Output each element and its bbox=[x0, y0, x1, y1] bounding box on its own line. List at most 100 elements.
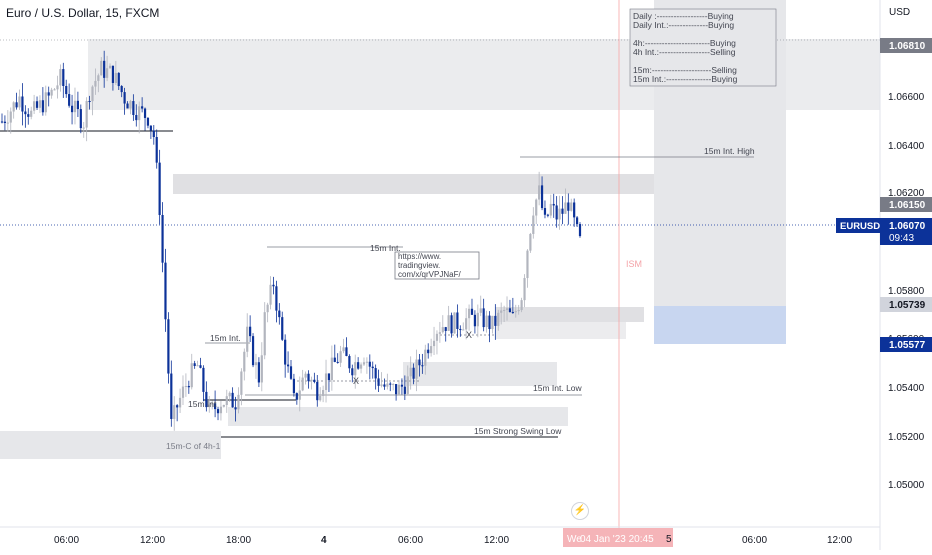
annotation-int-bottom: 15m Int bbox=[188, 399, 217, 409]
candle-body bbox=[351, 368, 354, 376]
candle-body bbox=[555, 205, 558, 220]
candle-body bbox=[575, 217, 579, 225]
candle-body bbox=[394, 384, 398, 395]
price-label-05800: 1.05800 bbox=[888, 286, 925, 297]
price-label-05400: 1.05400 bbox=[888, 383, 925, 394]
bias-line: 4h:-----------------------Buying bbox=[633, 38, 736, 48]
candle-body bbox=[269, 284, 272, 305]
candle-body bbox=[202, 367, 205, 392]
candle-body bbox=[412, 367, 415, 379]
candle-body bbox=[65, 85, 68, 95]
candle-body bbox=[21, 96, 24, 112]
candle-body bbox=[100, 60, 103, 76]
candle-body bbox=[76, 100, 79, 110]
candle-body bbox=[70, 105, 74, 113]
candle-body bbox=[225, 396, 228, 406]
candle-body bbox=[529, 233, 532, 251]
candle-body bbox=[196, 365, 199, 367]
price-tag-lowbox-bg bbox=[880, 297, 932, 312]
candle-body bbox=[304, 373, 307, 378]
zone-low-b bbox=[495, 322, 626, 339]
candle-body bbox=[467, 308, 471, 319]
candle-body bbox=[313, 379, 316, 382]
candle-body bbox=[482, 308, 485, 328]
candle-body bbox=[450, 315, 453, 334]
candle-body bbox=[205, 391, 208, 408]
price-label-06600: 1.06600 bbox=[888, 92, 925, 103]
candle-body bbox=[476, 312, 479, 327]
candle-body bbox=[6, 122, 9, 124]
bias-line: 4h Int.:------------------Selling bbox=[633, 47, 736, 57]
candle-body bbox=[444, 327, 447, 331]
candle-body bbox=[514, 311, 517, 313]
candle-body bbox=[552, 203, 555, 206]
candle-body bbox=[278, 310, 281, 318]
candle-body bbox=[114, 72, 117, 83]
candle-body bbox=[263, 312, 266, 356]
zone-mid bbox=[173, 174, 721, 194]
price-tag-blue: 1.05577 bbox=[889, 340, 926, 351]
candle-body bbox=[292, 378, 296, 394]
candle-body bbox=[59, 69, 62, 86]
candle-body bbox=[336, 361, 339, 363]
candle-body bbox=[365, 361, 368, 363]
price-tag-lowbox: 1.05739 bbox=[889, 300, 926, 311]
price-tag-high-bg bbox=[880, 38, 932, 53]
zone-left-bottom bbox=[0, 431, 221, 459]
candle-body bbox=[143, 108, 147, 118]
candle-body bbox=[214, 403, 217, 410]
candle-body bbox=[85, 101, 88, 128]
zone-low-d bbox=[228, 407, 568, 426]
candle-body bbox=[368, 361, 371, 367]
time-label-day4: 4 bbox=[321, 535, 327, 546]
candle-body bbox=[158, 162, 161, 215]
candle-body bbox=[105, 68, 109, 78]
zone-low-a bbox=[495, 307, 644, 322]
candle-body bbox=[208, 404, 211, 408]
candle-body bbox=[535, 199, 538, 216]
candle-body bbox=[316, 381, 319, 401]
candle-body bbox=[532, 215, 535, 234]
candle-body bbox=[108, 65, 112, 69]
candles-group bbox=[0, 50, 582, 431]
candle-body bbox=[427, 349, 430, 354]
candle-body bbox=[246, 326, 249, 352]
candle-body bbox=[503, 309, 506, 311]
candle-body bbox=[284, 339, 287, 365]
annotation-ism: ISM bbox=[626, 259, 642, 269]
candle-body bbox=[132, 101, 135, 116]
candle-body bbox=[526, 250, 529, 279]
bias-line: Daily Int.:--------------Buying bbox=[633, 20, 734, 30]
candle-body bbox=[9, 111, 12, 123]
candle-body bbox=[561, 208, 564, 214]
candle-body bbox=[520, 300, 523, 311]
candle-body bbox=[237, 394, 240, 410]
candle-body bbox=[324, 373, 328, 391]
flash-icon[interactable]: ⚡ bbox=[571, 502, 589, 520]
candle-body bbox=[30, 110, 33, 117]
bias-line: 15m:---------------------Selling bbox=[633, 65, 737, 75]
candle-body bbox=[24, 111, 27, 115]
candle-body bbox=[91, 86, 94, 102]
candle-body bbox=[392, 384, 395, 386]
candle-body bbox=[173, 405, 176, 419]
candle-body bbox=[68, 94, 71, 106]
bias-line: Daily :------------------Buying bbox=[633, 11, 734, 21]
candle-body bbox=[432, 340, 436, 347]
candle-body bbox=[459, 328, 462, 331]
candle-body bbox=[540, 185, 544, 209]
candle-body bbox=[257, 362, 260, 383]
candle-body bbox=[511, 312, 514, 314]
candle-body bbox=[155, 137, 158, 163]
candle-body bbox=[3, 121, 7, 124]
url-box bbox=[394, 251, 480, 280]
annotation-x2: X bbox=[466, 330, 472, 340]
candle-body bbox=[465, 318, 468, 330]
price-tag-mid: 1.06150 bbox=[889, 200, 926, 211]
candle-body bbox=[251, 336, 255, 366]
candle-body bbox=[322, 390, 325, 396]
candle-body bbox=[538, 185, 541, 200]
url-line-1: https://www. bbox=[398, 252, 441, 261]
